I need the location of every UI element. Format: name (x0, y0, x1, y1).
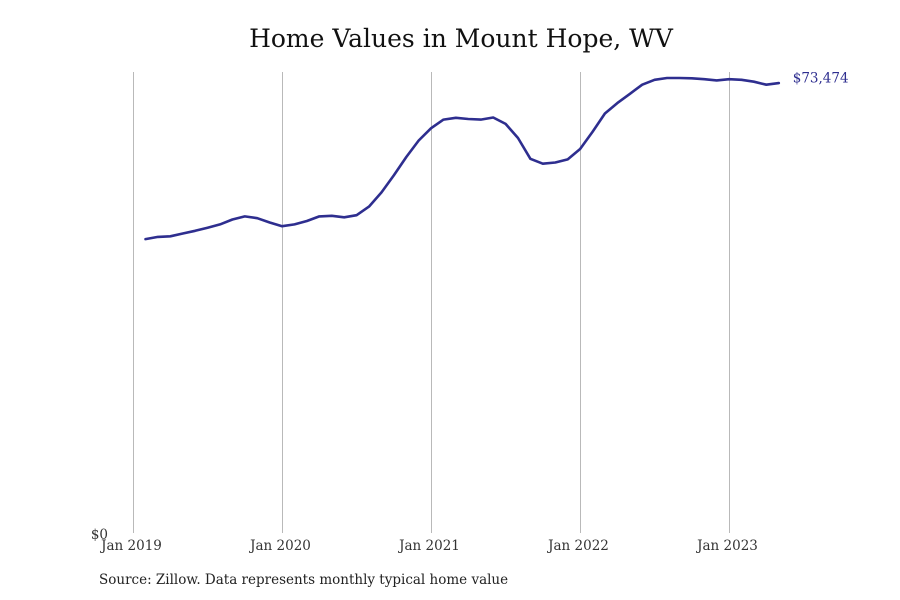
y-axis-ticks: $0 (91, 527, 108, 543)
x-tick-label: Jan 2022 (546, 538, 609, 554)
y-tick-label: $0 (91, 527, 108, 543)
x-tick-label: Jan 2021 (397, 538, 460, 554)
gridlines (133, 72, 730, 533)
end-value-label: $73,474 (793, 71, 849, 87)
series-layer (144, 76, 781, 241)
chart-title: Home Values in Mount Hope, WV (249, 24, 673, 53)
x-tick-label: Jan 2019 (99, 538, 162, 554)
x-tick-label: Jan 2020 (248, 538, 311, 554)
x-axis-ticks: Jan 2019 Jan 2020 Jan 2021 Jan 2022 Jan 2023 (99, 538, 758, 554)
chart-source: Source: Zillow. Data represents monthly … (99, 572, 509, 588)
x-tick-label: Jan 2023 (695, 538, 758, 554)
series-line (144, 76, 781, 241)
data-labels: $73,474 (793, 71, 849, 87)
